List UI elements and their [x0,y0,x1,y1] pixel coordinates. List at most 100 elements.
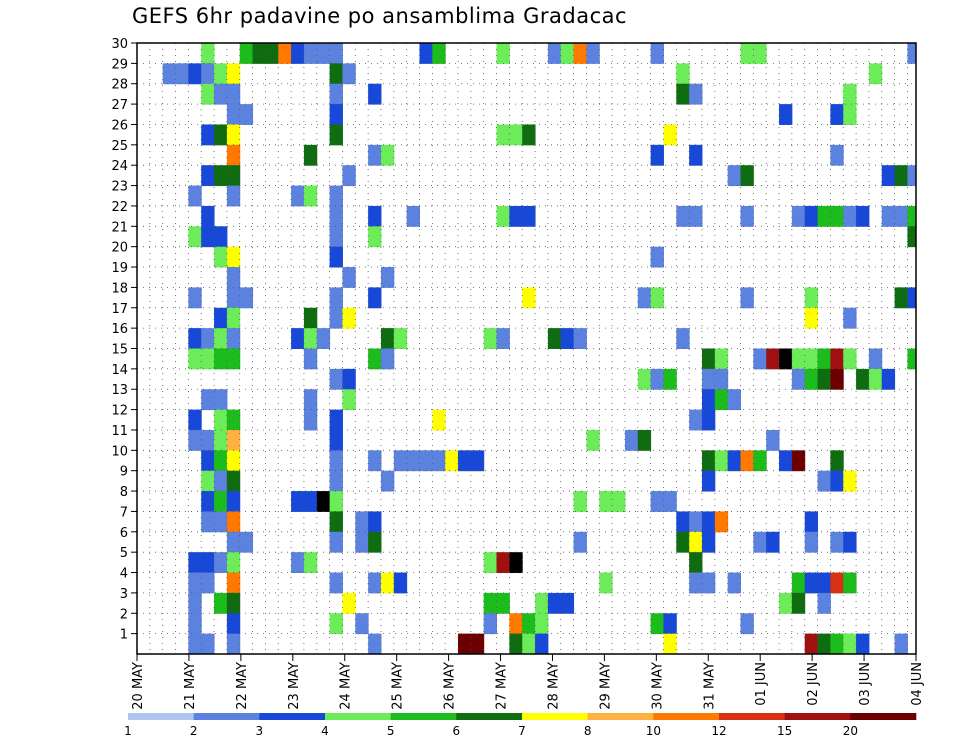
colorbar-segment [850,713,917,720]
y-tick-label: 5 [120,546,128,561]
cell [817,592,831,614]
cell [573,328,587,349]
cell [470,633,485,655]
y-tick-label: 20 [111,241,128,256]
cell [586,43,600,64]
cell [483,592,498,614]
cell [226,144,241,166]
cell [830,572,844,594]
cell [226,165,241,187]
cell [740,165,754,187]
colorbar-segment [193,713,260,720]
cell [612,491,626,512]
cell [868,368,883,390]
cell [329,307,343,329]
cell [201,450,215,472]
cell [766,348,780,370]
cell [817,205,831,227]
cell [226,185,241,207]
cell [522,613,536,635]
cell [843,104,857,125]
cell [188,429,202,451]
cell [291,185,305,207]
cell [329,246,343,268]
cell [791,572,806,594]
cell [329,226,343,248]
cell [676,531,690,553]
cell [701,389,716,411]
colorbar-segment [522,713,588,720]
cell [329,511,343,533]
cell [804,287,819,309]
cell [226,531,241,553]
cell [701,368,716,390]
x-tick-label: 02 JUN [806,662,821,706]
y-tick-label: 15 [111,343,128,358]
y-tick-label: 3 [120,587,128,602]
cell [355,511,369,533]
y-tick-label: 4 [120,567,128,582]
cell [303,328,318,349]
cell [303,409,318,431]
cell [779,450,793,472]
cell [226,613,241,635]
cell [342,307,356,329]
cell [522,205,536,227]
cell [380,328,395,349]
cell [522,287,536,309]
cell [547,328,562,349]
cell [535,592,549,614]
x-tick-label: 30 MAY [650,662,665,710]
cell [214,226,228,248]
cell [291,328,305,349]
chart-title: GEFS 6hr padavine po ansamblima Gradacac [132,4,628,28]
cell [663,633,677,655]
cell [214,63,228,85]
y-tick-label: 25 [111,139,128,154]
y-axis: 1234567891011121314151617181920212223242… [111,37,137,643]
cell [355,613,369,635]
cell [432,409,446,431]
cell [201,205,215,227]
cell [637,429,652,451]
cell [303,552,318,574]
cell [830,205,844,227]
colorbar-label: 5 [387,724,395,738]
colorbar-segment [784,713,851,720]
cell [522,633,536,655]
cell [843,572,857,594]
cell [894,205,908,227]
cell [740,450,754,472]
cell [188,226,202,248]
cell [329,409,343,431]
cell [701,531,716,553]
cell [676,63,690,85]
cell [830,144,844,166]
cell [689,83,703,105]
cell [740,287,754,309]
cell [907,43,916,64]
cell [881,368,896,390]
cell [779,348,793,370]
cell [329,43,343,64]
y-tick-label: 18 [111,281,128,296]
cell [663,368,677,390]
cell [496,328,510,349]
cell [714,450,729,472]
cell [830,348,844,370]
cell [804,633,819,655]
cell [817,368,831,390]
cell [201,83,215,105]
colorbar-label: 7 [518,724,526,738]
cell [303,144,318,166]
cell [368,572,382,594]
x-tick-label: 28 MAY [546,662,561,710]
cell [817,633,831,655]
cell [432,450,446,472]
cell [303,389,318,411]
cell [535,633,549,655]
cell [701,409,716,431]
cell [573,491,587,512]
cell [201,491,215,512]
cell [753,43,767,64]
